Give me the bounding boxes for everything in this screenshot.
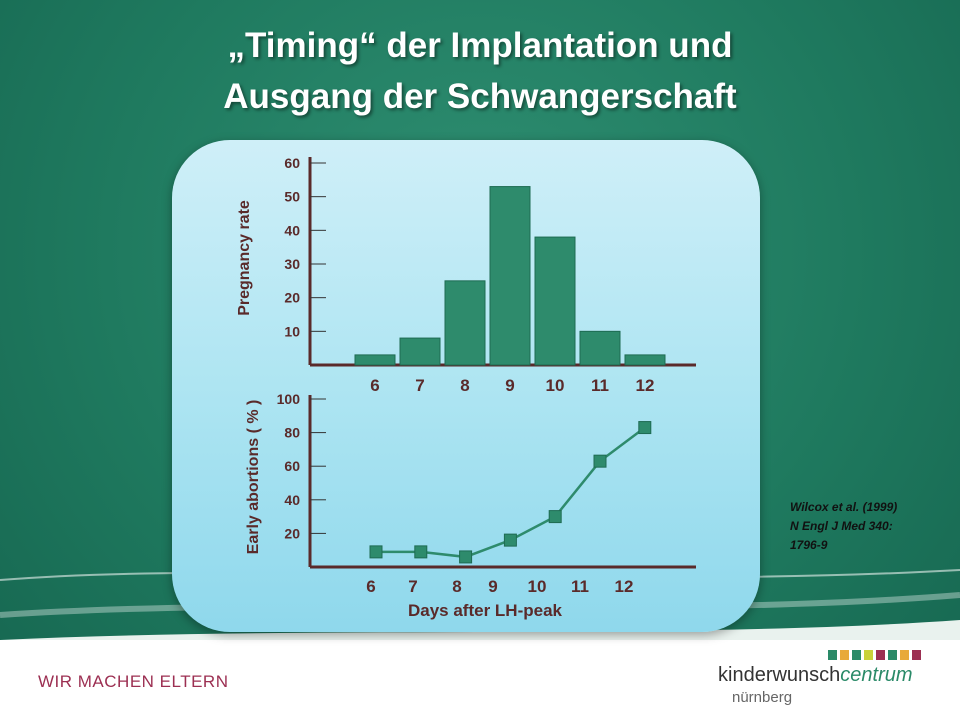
- logo-bar-7: [912, 650, 921, 660]
- logo-bar-4: [876, 650, 885, 660]
- logo-part-2: centrum: [840, 664, 913, 686]
- citation-line-3: 1796-9: [790, 538, 828, 552]
- point-8: [459, 550, 473, 564]
- kinderwunschcentrum-logo: kinderwunschcentrum nürnberg: [718, 650, 948, 714]
- line-x-axis-label: Days after LH-peak: [408, 601, 563, 620]
- logo-city: nürnberg: [732, 689, 793, 706]
- pregnancy-rate-bar-chart: 10 20 30 40 50 60 6 7 8 9 10 11 12 Pregnancy rate: [236, 155, 696, 395]
- slide-title: „Timing“ der Implantation und Ausgang de…: [80, 20, 880, 122]
- point-12: [638, 421, 652, 435]
- citation-line-1: Wilcox et al. (1999): [790, 500, 898, 514]
- line-x-tick-label: 10: [528, 577, 547, 596]
- line-x-tick-label: 8: [452, 577, 461, 596]
- bar-10: [534, 236, 576, 366]
- bar-8: [444, 280, 486, 366]
- line-y-tick-label: 100: [277, 391, 301, 407]
- slogan-text: WIR MACHEN ELTERN: [38, 672, 229, 691]
- logo-color-bars: [828, 650, 921, 660]
- title-line-1: „Timing“ der Implantation und: [227, 26, 733, 65]
- bar-x-tick-label: 12: [636, 376, 655, 395]
- point-6: [369, 545, 383, 559]
- line-y-tick-label: 40: [284, 492, 300, 508]
- bar-x-tick-label: 8: [460, 376, 469, 395]
- bar-12: [624, 354, 666, 366]
- line-y-axis-label: Early abortions ( % ): [245, 400, 262, 555]
- chart-panel: [172, 140, 760, 632]
- bar-11: [579, 330, 621, 366]
- point-7: [414, 545, 428, 559]
- point-9: [503, 533, 517, 547]
- logo-bar-6: [900, 650, 909, 660]
- line-x-tick-label: 7: [408, 577, 417, 596]
- bar-y-tick-label: 30: [284, 256, 300, 272]
- bar-y-tick-label: 60: [284, 155, 300, 171]
- logo-bar-2: [852, 650, 861, 660]
- citation: Wilcox et al. (1999) N Engl J Med 340: 1…: [790, 498, 940, 555]
- bar-y-tick-label: 40: [284, 222, 300, 238]
- bar-9: [489, 186, 531, 366]
- bar-y-tick-label: 20: [284, 290, 300, 306]
- footer-band: [0, 640, 960, 720]
- bar-x-tick-label: 7: [415, 376, 424, 395]
- bar-x-tick-label: 6: [370, 376, 379, 395]
- bar-7: [399, 337, 441, 366]
- point-11: [593, 454, 607, 468]
- bar-x-tick-label: 9: [505, 376, 514, 395]
- line-x-tick-label: 6: [366, 577, 375, 596]
- title-line-2: Ausgang der Schwangerschaft: [223, 77, 737, 116]
- line-x-tick-label: 9: [488, 577, 497, 596]
- logo-bar-0: [828, 650, 837, 660]
- logo-wordmark: kinderwunschcentrum: [718, 664, 913, 687]
- line-x-tick-label: 12: [615, 577, 634, 596]
- bar-y-tick-label: 50: [284, 189, 300, 205]
- line-x-tick-label: 11: [571, 577, 589, 596]
- bar-6: [354, 354, 396, 366]
- citation-line-2: N Engl J Med 340:: [790, 519, 893, 533]
- point-10: [548, 510, 562, 524]
- logo-bar-3: [864, 650, 873, 660]
- logo-bar-5: [888, 650, 897, 660]
- bar-y-tick-label: 10: [284, 323, 300, 339]
- bar-y-axis-label: Pregnancy rate: [236, 200, 253, 316]
- line-y-tick-label: 20: [284, 525, 300, 541]
- bar-x-tick-label: 11: [591, 376, 609, 395]
- line-y-tick-label: 80: [284, 425, 300, 441]
- logo-part-1: kinderwunsch: [718, 664, 841, 686]
- logo-bar-1: [840, 650, 849, 660]
- early-abortions-line-chart: 20 40 60 80 100 6 7 8 9 10 11 12 Days after LH-peak E…: [245, 391, 696, 620]
- line-y-tick-label: 60: [284, 458, 300, 474]
- bar-x-tick-label: 10: [546, 376, 565, 395]
